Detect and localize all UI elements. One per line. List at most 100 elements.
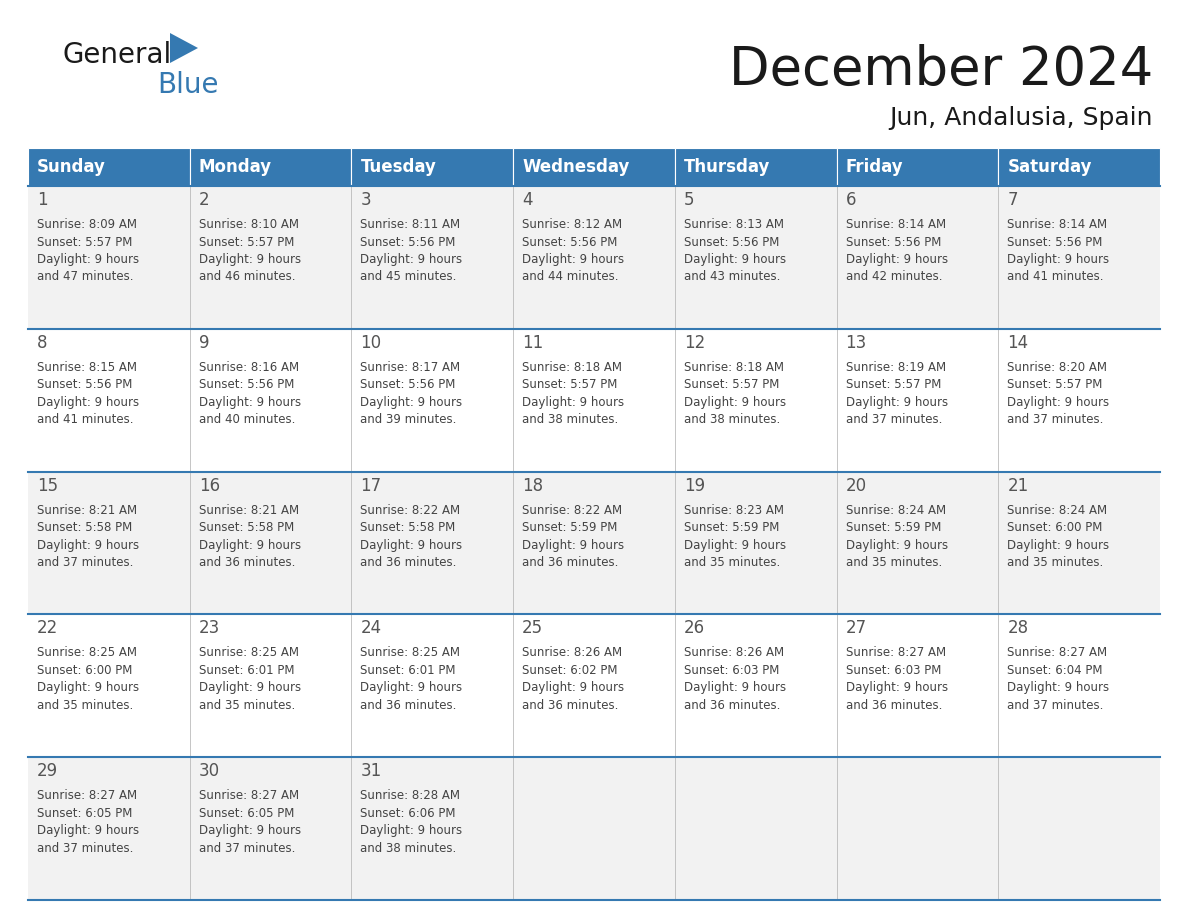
Text: Daylight: 9 hours: Daylight: 9 hours	[198, 253, 301, 266]
Text: Daylight: 9 hours: Daylight: 9 hours	[37, 824, 139, 837]
Text: 15: 15	[37, 476, 58, 495]
Text: Daylight: 9 hours: Daylight: 9 hours	[523, 253, 624, 266]
Text: and 38 minutes.: and 38 minutes.	[360, 842, 456, 855]
Text: Daylight: 9 hours: Daylight: 9 hours	[1007, 539, 1110, 552]
Text: Sunrise: 8:25 AM: Sunrise: 8:25 AM	[360, 646, 461, 659]
Text: 26: 26	[684, 620, 704, 637]
Text: Sunday: Sunday	[37, 158, 106, 176]
Text: Daylight: 9 hours: Daylight: 9 hours	[360, 396, 462, 409]
Text: Sunrise: 8:19 AM: Sunrise: 8:19 AM	[846, 361, 946, 374]
Text: Sunset: 5:57 PM: Sunset: 5:57 PM	[523, 378, 618, 391]
Text: Sunset: 6:05 PM: Sunset: 6:05 PM	[37, 807, 132, 820]
Text: and 37 minutes.: and 37 minutes.	[846, 413, 942, 426]
Text: Sunset: 6:03 PM: Sunset: 6:03 PM	[846, 664, 941, 677]
Text: Sunrise: 8:12 AM: Sunrise: 8:12 AM	[523, 218, 623, 231]
Text: and 36 minutes.: and 36 minutes.	[523, 556, 619, 569]
Text: Daylight: 9 hours: Daylight: 9 hours	[198, 824, 301, 837]
Text: Sunset: 5:56 PM: Sunset: 5:56 PM	[37, 378, 132, 391]
Text: Sunset: 5:57 PM: Sunset: 5:57 PM	[846, 378, 941, 391]
Text: Daylight: 9 hours: Daylight: 9 hours	[360, 681, 462, 694]
Text: 4: 4	[523, 191, 532, 209]
Text: Sunrise: 8:17 AM: Sunrise: 8:17 AM	[360, 361, 461, 374]
Text: and 35 minutes.: and 35 minutes.	[198, 699, 295, 711]
Text: Sunrise: 8:23 AM: Sunrise: 8:23 AM	[684, 504, 784, 517]
Text: Daylight: 9 hours: Daylight: 9 hours	[198, 681, 301, 694]
Text: Daylight: 9 hours: Daylight: 9 hours	[37, 681, 139, 694]
Text: Daylight: 9 hours: Daylight: 9 hours	[523, 396, 624, 409]
Text: Sunset: 6:00 PM: Sunset: 6:00 PM	[37, 664, 132, 677]
Text: Sunrise: 8:13 AM: Sunrise: 8:13 AM	[684, 218, 784, 231]
Text: 25: 25	[523, 620, 543, 637]
Text: Daylight: 9 hours: Daylight: 9 hours	[523, 539, 624, 552]
Text: Daylight: 9 hours: Daylight: 9 hours	[1007, 253, 1110, 266]
Text: Daylight: 9 hours: Daylight: 9 hours	[37, 539, 139, 552]
Text: Sunset: 5:57 PM: Sunset: 5:57 PM	[198, 236, 295, 249]
Text: and 36 minutes.: and 36 minutes.	[523, 699, 619, 711]
Text: Sunrise: 8:22 AM: Sunrise: 8:22 AM	[523, 504, 623, 517]
Text: Sunrise: 8:20 AM: Sunrise: 8:20 AM	[1007, 361, 1107, 374]
Text: Daylight: 9 hours: Daylight: 9 hours	[37, 396, 139, 409]
Text: 12: 12	[684, 334, 706, 352]
Text: Sunset: 5:57 PM: Sunset: 5:57 PM	[37, 236, 132, 249]
Text: Sunset: 6:02 PM: Sunset: 6:02 PM	[523, 664, 618, 677]
Text: Sunrise: 8:24 AM: Sunrise: 8:24 AM	[1007, 504, 1107, 517]
Text: Sunrise: 8:25 AM: Sunrise: 8:25 AM	[198, 646, 298, 659]
Text: Daylight: 9 hours: Daylight: 9 hours	[846, 396, 948, 409]
Text: and 45 minutes.: and 45 minutes.	[360, 271, 457, 284]
Text: Sunset: 5:56 PM: Sunset: 5:56 PM	[360, 236, 456, 249]
Text: and 37 minutes.: and 37 minutes.	[1007, 699, 1104, 711]
Text: 19: 19	[684, 476, 704, 495]
Text: Sunrise: 8:28 AM: Sunrise: 8:28 AM	[360, 789, 461, 802]
Text: 8: 8	[37, 334, 48, 352]
Text: Sunrise: 8:21 AM: Sunrise: 8:21 AM	[198, 504, 299, 517]
Text: 22: 22	[37, 620, 58, 637]
Text: Sunrise: 8:26 AM: Sunrise: 8:26 AM	[684, 646, 784, 659]
Text: Saturday: Saturday	[1007, 158, 1092, 176]
Text: Daylight: 9 hours: Daylight: 9 hours	[684, 396, 786, 409]
Text: and 37 minutes.: and 37 minutes.	[37, 842, 133, 855]
Text: Sunrise: 8:10 AM: Sunrise: 8:10 AM	[198, 218, 298, 231]
Bar	[836, 148, 998, 186]
Text: and 36 minutes.: and 36 minutes.	[846, 699, 942, 711]
Bar	[513, 148, 675, 186]
Text: Sunrise: 8:27 AM: Sunrise: 8:27 AM	[198, 789, 299, 802]
Text: Jun, Andalusia, Spain: Jun, Andalusia, Spain	[890, 106, 1154, 130]
Text: Sunset: 5:59 PM: Sunset: 5:59 PM	[684, 521, 779, 534]
Text: and 35 minutes.: and 35 minutes.	[684, 556, 781, 569]
Text: Sunset: 6:04 PM: Sunset: 6:04 PM	[1007, 664, 1102, 677]
Text: and 46 minutes.: and 46 minutes.	[198, 271, 295, 284]
Text: Sunset: 6:06 PM: Sunset: 6:06 PM	[360, 807, 456, 820]
Text: and 41 minutes.: and 41 minutes.	[37, 413, 133, 426]
Text: 7: 7	[1007, 191, 1018, 209]
Text: Sunrise: 8:09 AM: Sunrise: 8:09 AM	[37, 218, 137, 231]
Text: Sunset: 6:00 PM: Sunset: 6:00 PM	[1007, 521, 1102, 534]
Text: Sunrise: 8:21 AM: Sunrise: 8:21 AM	[37, 504, 137, 517]
Bar	[29, 614, 1159, 757]
Text: Blue: Blue	[157, 71, 219, 99]
Text: Daylight: 9 hours: Daylight: 9 hours	[360, 539, 462, 552]
Text: Sunset: 5:56 PM: Sunset: 5:56 PM	[1007, 236, 1102, 249]
Text: and 41 minutes.: and 41 minutes.	[1007, 271, 1104, 284]
Bar	[998, 148, 1159, 186]
Text: General: General	[62, 41, 171, 69]
Text: Sunset: 5:58 PM: Sunset: 5:58 PM	[360, 521, 456, 534]
Text: 10: 10	[360, 334, 381, 352]
Text: 29: 29	[37, 762, 58, 780]
Text: and 38 minutes.: and 38 minutes.	[684, 413, 781, 426]
Text: Sunrise: 8:18 AM: Sunrise: 8:18 AM	[523, 361, 623, 374]
Text: Daylight: 9 hours: Daylight: 9 hours	[684, 253, 786, 266]
Text: 2: 2	[198, 191, 209, 209]
Text: 9: 9	[198, 334, 209, 352]
Text: and 42 minutes.: and 42 minutes.	[846, 271, 942, 284]
Text: 18: 18	[523, 476, 543, 495]
Bar	[29, 472, 1159, 614]
Text: Wednesday: Wednesday	[523, 158, 630, 176]
Text: Sunset: 5:56 PM: Sunset: 5:56 PM	[198, 378, 295, 391]
Text: Sunrise: 8:27 AM: Sunrise: 8:27 AM	[37, 789, 137, 802]
Text: Daylight: 9 hours: Daylight: 9 hours	[37, 253, 139, 266]
Bar	[675, 148, 836, 186]
Bar	[29, 186, 1159, 329]
Text: Sunset: 5:58 PM: Sunset: 5:58 PM	[198, 521, 293, 534]
Text: Daylight: 9 hours: Daylight: 9 hours	[846, 681, 948, 694]
Text: 30: 30	[198, 762, 220, 780]
